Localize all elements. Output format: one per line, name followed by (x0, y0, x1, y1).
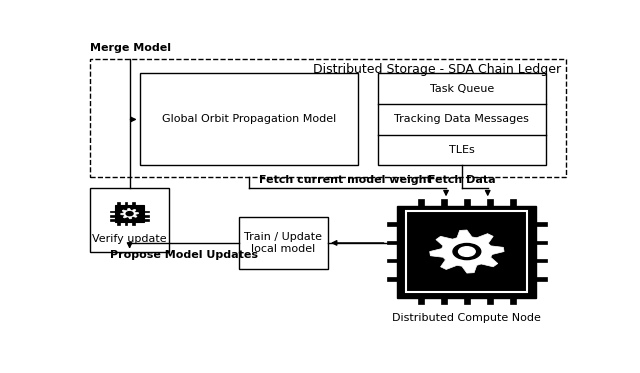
Text: TLEs: TLEs (449, 145, 475, 155)
Text: Distributed Compute Node: Distributed Compute Node (392, 313, 541, 323)
Text: Verify update: Verify update (92, 234, 167, 244)
FancyBboxPatch shape (387, 241, 397, 244)
FancyBboxPatch shape (510, 199, 516, 206)
FancyBboxPatch shape (418, 199, 424, 206)
FancyBboxPatch shape (145, 219, 150, 221)
FancyBboxPatch shape (125, 202, 127, 205)
FancyBboxPatch shape (387, 259, 397, 263)
FancyBboxPatch shape (110, 215, 115, 216)
FancyBboxPatch shape (387, 222, 397, 226)
FancyBboxPatch shape (110, 211, 115, 212)
FancyBboxPatch shape (464, 298, 470, 304)
Text: Global Orbit Propagation Model: Global Orbit Propagation Model (161, 115, 336, 125)
Circle shape (458, 247, 476, 256)
Text: Train / Update
local model: Train / Update local model (244, 232, 323, 254)
FancyBboxPatch shape (387, 278, 397, 281)
FancyBboxPatch shape (110, 219, 115, 221)
FancyBboxPatch shape (510, 298, 516, 304)
FancyBboxPatch shape (117, 222, 120, 225)
Polygon shape (121, 209, 138, 219)
Text: Task Queue: Task Queue (430, 84, 494, 94)
FancyBboxPatch shape (487, 298, 493, 304)
FancyBboxPatch shape (441, 199, 447, 206)
FancyBboxPatch shape (487, 199, 493, 206)
FancyBboxPatch shape (125, 222, 127, 225)
FancyBboxPatch shape (536, 222, 547, 226)
Circle shape (126, 211, 133, 216)
Text: Fetch Data: Fetch Data (428, 175, 496, 185)
Text: Propose Model Updates: Propose Model Updates (110, 250, 258, 260)
Text: Tracking Data Messages: Tracking Data Messages (394, 115, 529, 125)
FancyBboxPatch shape (145, 211, 150, 212)
FancyBboxPatch shape (536, 259, 547, 263)
FancyBboxPatch shape (418, 298, 424, 304)
FancyBboxPatch shape (132, 222, 134, 225)
FancyBboxPatch shape (441, 298, 447, 304)
FancyBboxPatch shape (132, 202, 134, 205)
FancyBboxPatch shape (464, 199, 470, 206)
FancyBboxPatch shape (115, 205, 145, 222)
Text: Fetch current model weight: Fetch current model weight (259, 175, 431, 185)
FancyBboxPatch shape (406, 211, 527, 292)
Text: Merge Model: Merge Model (90, 43, 171, 53)
Circle shape (453, 244, 481, 260)
FancyBboxPatch shape (117, 202, 120, 205)
FancyBboxPatch shape (397, 206, 536, 298)
Text: Distributed Storage - SDA Chain Ledger: Distributed Storage - SDA Chain Ledger (313, 63, 561, 76)
Polygon shape (429, 230, 504, 273)
FancyBboxPatch shape (536, 278, 547, 281)
FancyBboxPatch shape (145, 215, 150, 216)
FancyBboxPatch shape (536, 241, 547, 244)
